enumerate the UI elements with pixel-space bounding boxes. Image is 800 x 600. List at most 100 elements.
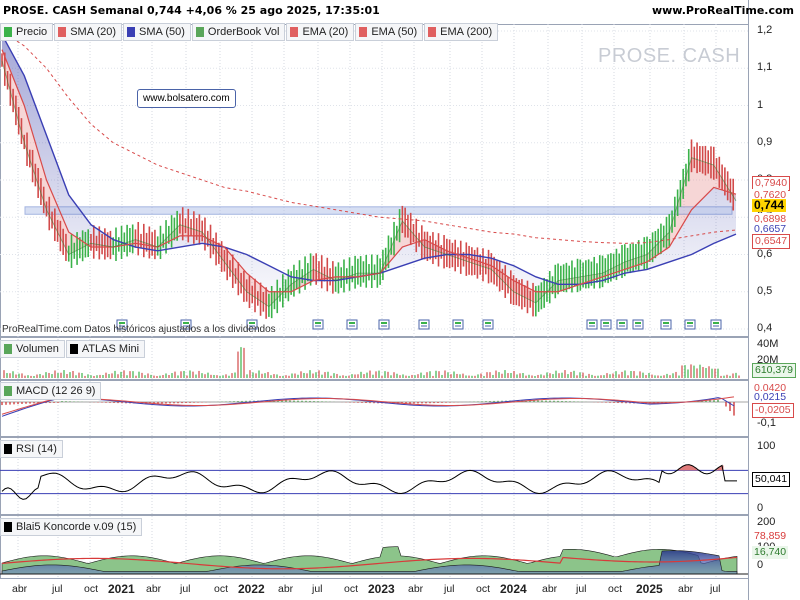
macd-line	[1, 397, 735, 417]
volume-panel	[3, 347, 740, 378]
price-axis-label: 0,5	[757, 284, 773, 297]
time-axis-label: oct	[214, 583, 229, 595]
price-legend-item[interactable]: OrderBook Vol	[191, 23, 286, 41]
dividend-event-icon[interactable]	[312, 319, 324, 330]
dividend-event-icon[interactable]	[616, 319, 628, 330]
volume-legend-item[interactable]: Volumen	[0, 340, 65, 358]
time-axis-label: oct	[344, 583, 359, 595]
price-legend-item[interactable]: SMA (50)	[123, 23, 191, 41]
price-legend-item[interactable]: EMA (20)	[286, 23, 355, 41]
price-axis-label: 0,9	[757, 135, 773, 148]
macd-hist-tag: -0,0205	[752, 403, 794, 418]
legend-label: Blai5 Koncorde v.09 (15)	[16, 521, 137, 533]
rsi-panel	[0, 464, 748, 500]
legend-swatch	[4, 386, 12, 396]
legend-swatch	[58, 27, 67, 37]
macd-panel	[0, 396, 748, 417]
support-zone	[24, 206, 733, 215]
time-axis-label: 2022	[238, 582, 265, 596]
dividend-event-icon[interactable]	[116, 319, 128, 330]
dividend-event-icon[interactable]	[452, 319, 464, 330]
time-axis-label: jul	[312, 583, 323, 595]
legend-swatch	[69, 344, 78, 354]
time-axis-label: oct	[608, 583, 623, 595]
legend-swatch	[4, 27, 12, 37]
dividend-event-icon[interactable]	[710, 319, 722, 330]
site-label[interactable]: www.ProRealTime.com	[651, 4, 794, 17]
instrument-title: PROSE. CASH Semanal 0,744 +4,06 % 25 ago…	[3, 4, 380, 17]
price-legend: Precio SMA (20) SMA (50) OrderBook Vol EMA (…	[0, 23, 499, 41]
koncorde-green-area	[1, 546, 738, 575]
time-axis-label: 2024	[500, 582, 527, 596]
price-axis-label: 0,6	[757, 247, 773, 260]
dividend-event-icon[interactable]	[378, 319, 390, 330]
ema50-tag: 0,6898	[752, 213, 789, 226]
macd-axis-label: -0,1	[757, 417, 776, 429]
sma-cloud	[2, 34, 736, 292]
legend-swatch	[4, 444, 12, 454]
legend-label: Volumen	[16, 343, 59, 355]
dividend-event-icon[interactable]	[346, 319, 358, 330]
koncorde-legend-item[interactable]: Blai5 Koncorde v.09 (15)	[0, 518, 143, 536]
macd-signal-line	[1, 396, 735, 415]
volume-legend-item[interactable]: ATLAS Mini	[65, 340, 146, 358]
legend-label: SMA (20)	[70, 26, 117, 38]
price-legend-item[interactable]: EMA (50)	[355, 23, 424, 41]
legend-swatch	[4, 522, 12, 532]
volume-legend: Volumen ATLAS Mini	[0, 340, 146, 358]
grid-lines	[0, 24, 748, 578]
rsi-tag: 50,041	[752, 472, 791, 487]
price-legend-item[interactable]: SMA (20)	[54, 23, 123, 41]
macd-legend-item[interactable]: MACD (12 26 9)	[0, 382, 102, 400]
time-axis-label: abr	[12, 583, 28, 595]
time-axis-label: jul	[180, 583, 191, 595]
price-legend-item[interactable]: EMA (200)	[424, 23, 499, 41]
dividend-event-icon[interactable]	[482, 319, 494, 330]
time-axis-label: abr	[278, 583, 294, 595]
dividend-event-icon[interactable]	[586, 319, 598, 330]
ema200-tag: 0,6657	[752, 223, 789, 236]
koncorde-blue-area	[1, 550, 738, 575]
koncorde-legend: Blai5 Koncorde v.09 (15)	[0, 518, 143, 536]
rsi-line	[1, 464, 737, 500]
legend-swatch	[127, 27, 136, 37]
ema200-line	[1, 30, 737, 244]
rsi-axis-label: 100	[757, 440, 776, 452]
dividend-event-icon[interactable]	[632, 319, 644, 330]
price-panel	[1, 30, 737, 330]
volume-axis-label: 40M	[757, 338, 779, 350]
price-legend-item[interactable]: Precio	[0, 23, 54, 41]
price-line	[1, 60, 737, 308]
dividend-event-icon[interactable]	[180, 319, 192, 330]
dividend-event-icon[interactable]	[660, 319, 672, 330]
legend-label: RSI (14)	[16, 443, 57, 455]
time-axis-label: abr	[542, 583, 558, 595]
koncorde-green-tag: 16,740	[752, 546, 789, 559]
sma50-tag: 0,6547	[752, 234, 791, 249]
legend-swatch	[195, 27, 204, 37]
legend-label: ATLAS Mini	[81, 343, 140, 355]
legend-swatch	[4, 344, 12, 354]
koncorde-red-tag: 78,859	[752, 530, 789, 543]
dividend-event-icon[interactable]	[600, 319, 612, 330]
legend-label: EMA (200)	[440, 26, 493, 38]
legend-label: OrderBook Vol	[207, 26, 280, 38]
dividend-event-icon[interactable]	[246, 319, 258, 330]
legend-swatch	[359, 27, 368, 37]
panel-border	[0, 437, 749, 515]
last-price-tag: 0,744	[752, 198, 787, 212]
dividend-event-icon[interactable]	[684, 319, 696, 330]
legend-label: EMA (20)	[302, 26, 349, 38]
rsi-axis-label: 0	[757, 502, 764, 514]
instrument-watermark: PROSE. CASH	[598, 45, 741, 67]
legend-label: SMA (50)	[139, 26, 185, 38]
time-axis-label: jul	[444, 583, 455, 595]
legend-label: EMA (50)	[371, 26, 418, 38]
time-axis-label: 2021	[108, 582, 135, 596]
koncorde-panel	[0, 546, 748, 575]
time-axis-label: abr	[146, 583, 162, 595]
time-axis-label: oct	[476, 583, 491, 595]
rsi-legend-item[interactable]: RSI (14)	[0, 440, 63, 458]
dividend-event-icon[interactable]	[418, 319, 430, 330]
price-axis-label: 0,4	[757, 322, 773, 334]
